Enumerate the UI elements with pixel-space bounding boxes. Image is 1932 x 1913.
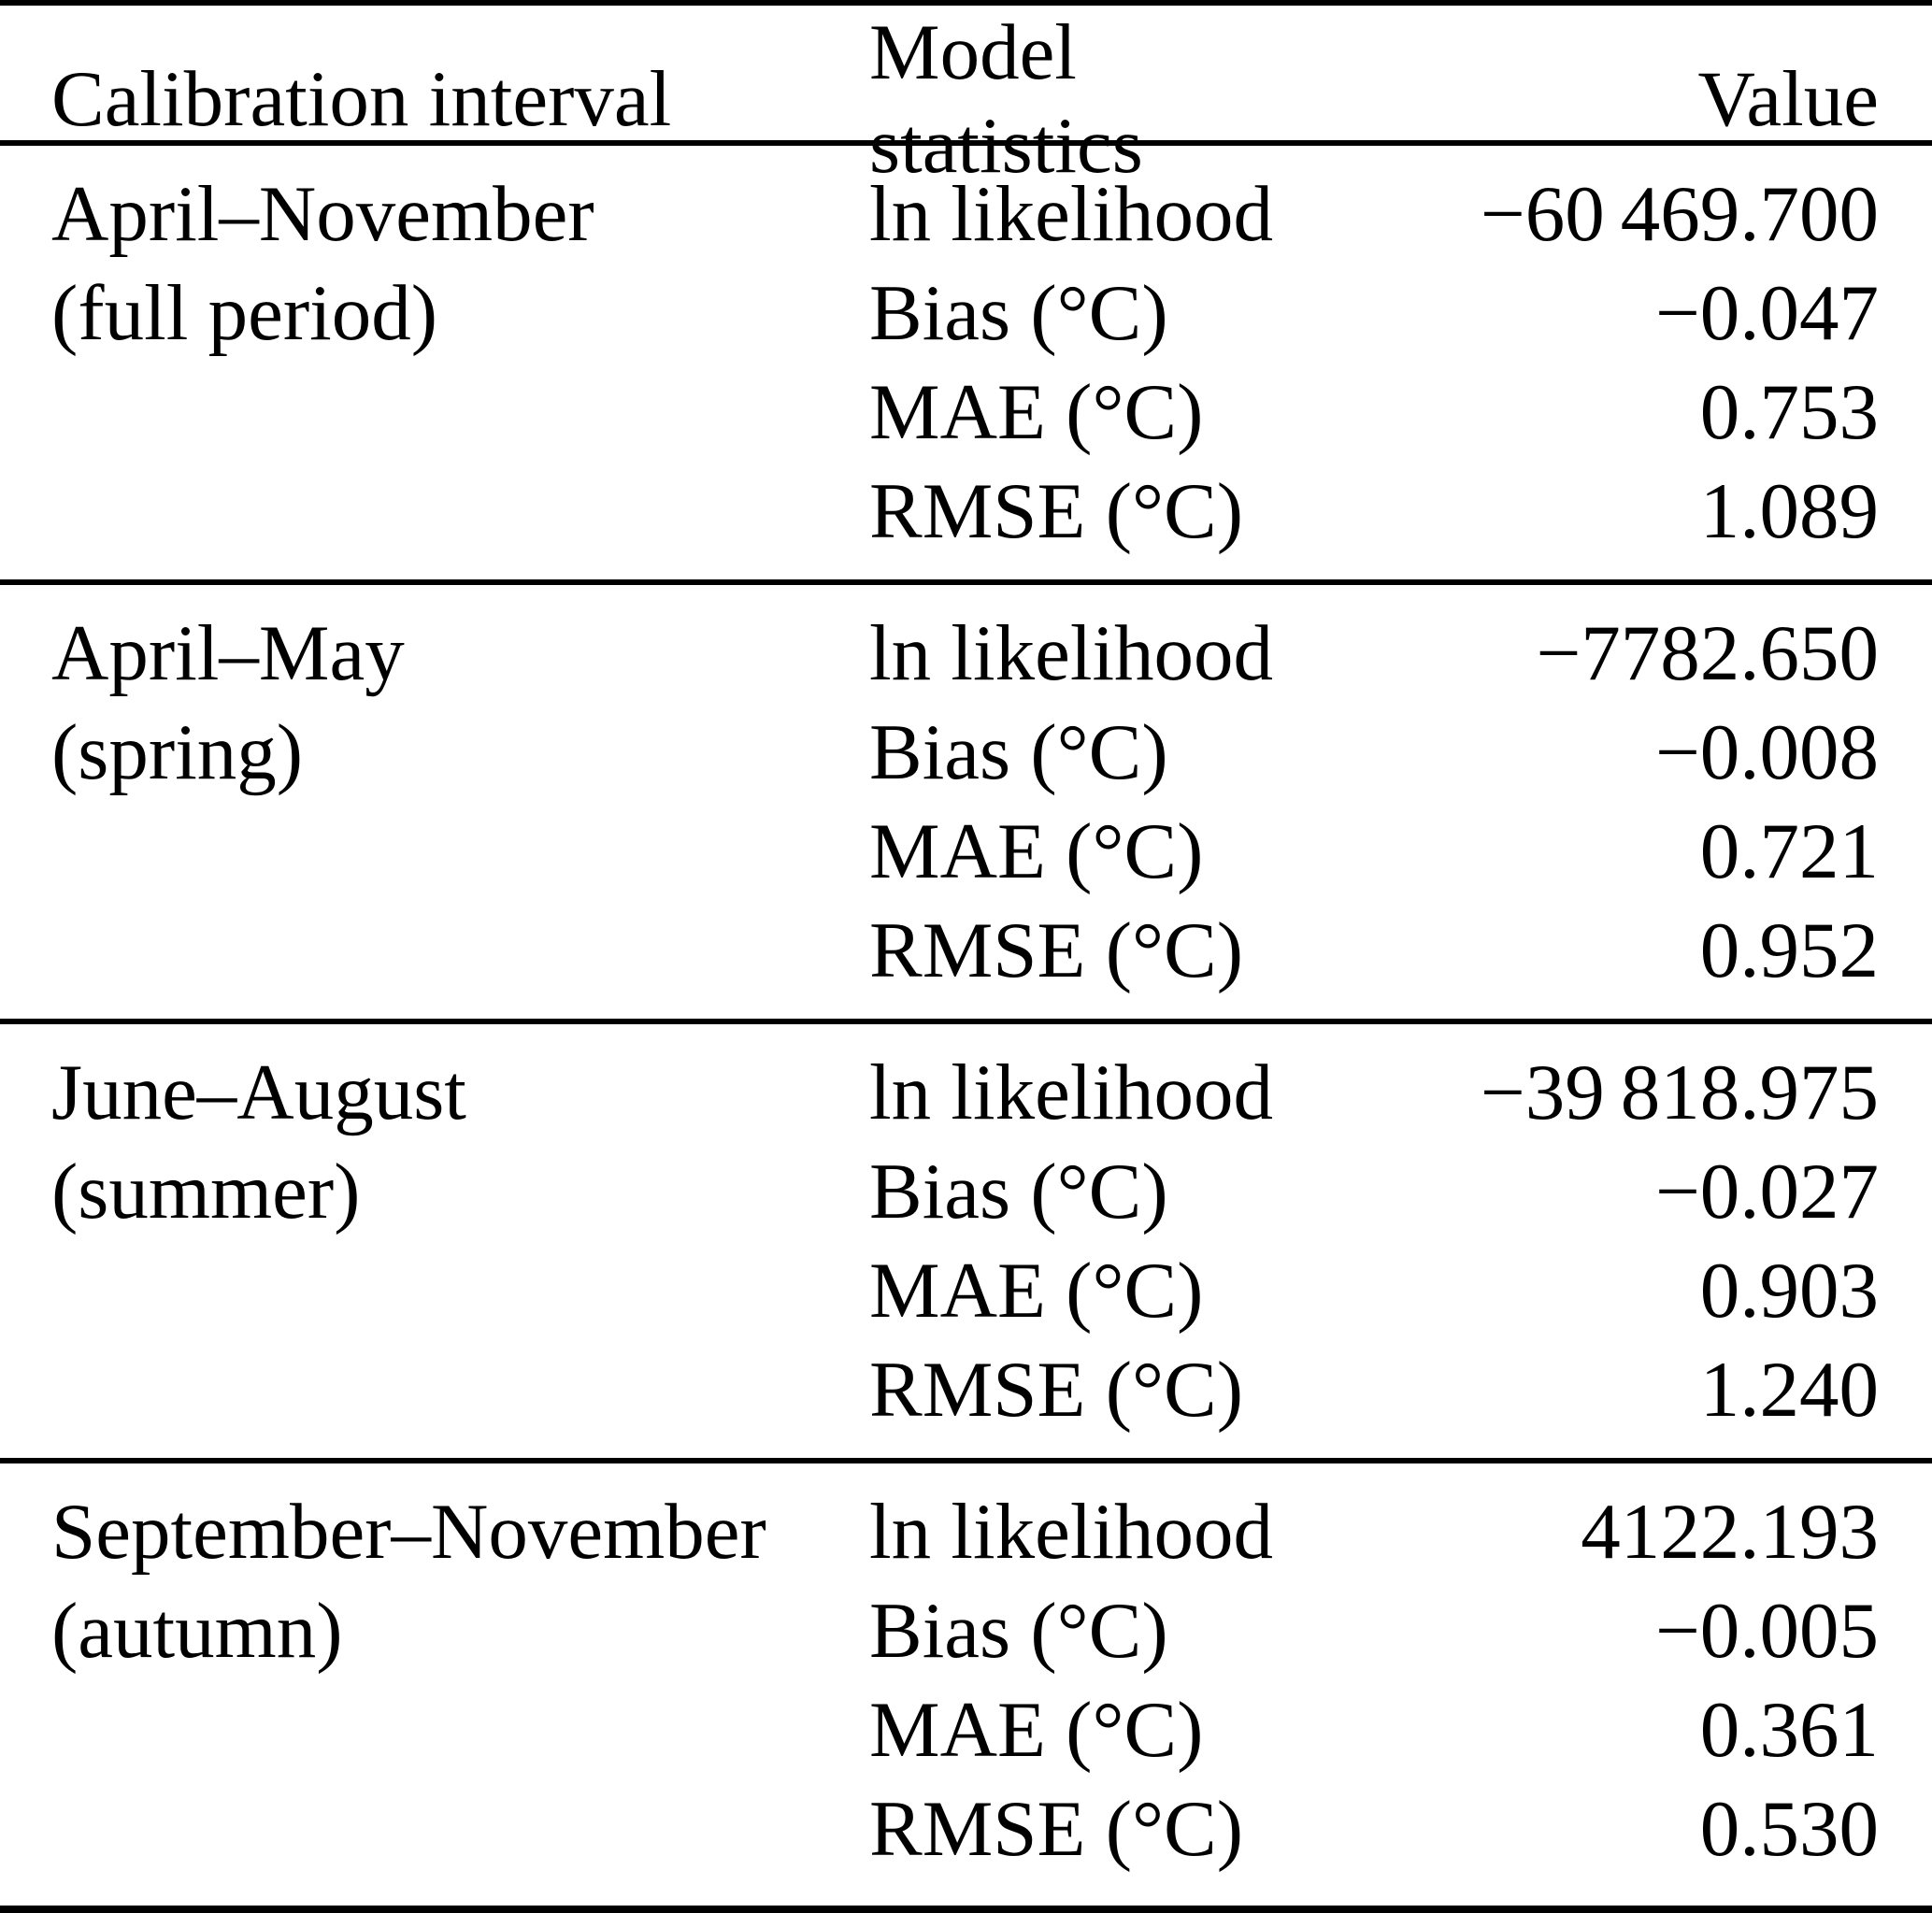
stat-value: 0.530 xyxy=(1699,1785,1879,1873)
stat-label: RMSE (°C) xyxy=(869,1785,1244,1873)
stat-value: 0.952 xyxy=(1699,907,1879,994)
interval-season-note: (autumn) xyxy=(51,1587,343,1675)
column-header-value: Value xyxy=(1697,55,1879,143)
interval-period: June–August xyxy=(51,1049,466,1136)
stat-value: −60 469.700 xyxy=(1480,170,1879,258)
stat-value: −7782.650 xyxy=(1536,609,1879,697)
stat-label: RMSE (°C) xyxy=(869,907,1244,994)
stat-label: MAE (°C) xyxy=(869,368,1204,456)
stat-label: Bias (°C) xyxy=(869,708,1168,796)
values-cell: 4122.193 −0.005 0.361 0.530 xyxy=(1327,1482,1879,1878)
stat-label: RMSE (°C) xyxy=(869,1346,1244,1434)
values-cell: −60 469.700 −0.047 0.753 1.089 xyxy=(1327,164,1879,561)
stat-label: ln likelihood xyxy=(869,1049,1274,1136)
stat-label: ln likelihood xyxy=(869,1488,1274,1576)
interval-season-note: (spring) xyxy=(51,708,304,796)
values-cell: −39 818.975 −0.027 0.903 1.240 xyxy=(1327,1043,1879,1439)
stat-value: 1.240 xyxy=(1699,1346,1879,1434)
stat-value: −39 818.975 xyxy=(1480,1049,1879,1136)
stat-value: 0.721 xyxy=(1699,807,1879,895)
interval-cell: April–May (spring) xyxy=(51,604,869,1000)
stat-label: ln likelihood xyxy=(869,170,1274,258)
stat-value: 0.903 xyxy=(1699,1247,1879,1335)
interval-cell: September–November (autumn) xyxy=(51,1482,869,1878)
stat-value: 0.753 xyxy=(1699,368,1879,456)
stat-value: 4122.193 xyxy=(1581,1488,1879,1576)
interval-period: April–November xyxy=(51,170,594,258)
stat-label: Bias (°C) xyxy=(869,1587,1168,1675)
values-cell: −7782.650 −0.008 0.721 0.952 xyxy=(1327,604,1879,1000)
stat-value: −0.005 xyxy=(1654,1587,1879,1675)
column-header-model-statistics: Model statistics xyxy=(869,8,1143,190)
stat-label: Bias (°C) xyxy=(869,269,1168,357)
table-header-row: Calibration interval Model statistics Va… xyxy=(0,6,1932,190)
interval-season-note: (summer) xyxy=(51,1148,361,1235)
interval-cell: April–November (full period) xyxy=(51,164,869,561)
stat-label: MAE (°C) xyxy=(869,1686,1204,1774)
stat-label: MAE (°C) xyxy=(869,1247,1204,1335)
interval-period: April–May xyxy=(51,609,405,697)
stat-value: 0.361 xyxy=(1699,1686,1879,1774)
interval-cell: June–August (summer) xyxy=(51,1043,869,1439)
interval-season-note: (full period) xyxy=(51,269,438,357)
stats-cell: ln likelihood Bias (°C) MAE (°C) RMSE (°… xyxy=(869,1043,1327,1439)
column-header-calibration-interval: Calibration interval xyxy=(51,55,672,143)
stat-label: Bias (°C) xyxy=(869,1148,1168,1235)
stat-label: RMSE (°C) xyxy=(869,467,1244,555)
row-group-full-period: April–November (full period) ln likeliho… xyxy=(0,146,1932,585)
interval-period: September–November xyxy=(51,1488,766,1576)
row-group-summer: June–August (summer) ln likelihood Bias … xyxy=(0,1024,1932,1463)
stat-value: 1.089 xyxy=(1699,467,1879,555)
row-group-autumn: September–November (autumn) ln likelihoo… xyxy=(0,1463,1932,1897)
row-group-spring: April–May (spring) ln likelihood Bias (°… xyxy=(0,585,1932,1024)
stats-cell: ln likelihood Bias (°C) MAE (°C) RMSE (°… xyxy=(869,604,1327,1000)
stats-cell: ln likelihood Bias (°C) MAE (°C) RMSE (°… xyxy=(869,1482,1327,1878)
stat-value: −0.027 xyxy=(1654,1148,1879,1235)
stats-cell: ln likelihood Bias (°C) MAE (°C) RMSE (°… xyxy=(869,164,1327,561)
stat-value: −0.008 xyxy=(1654,708,1879,796)
stat-label: MAE (°C) xyxy=(869,807,1204,895)
stat-value: −0.047 xyxy=(1654,269,1879,357)
stat-label: ln likelihood xyxy=(869,609,1274,697)
